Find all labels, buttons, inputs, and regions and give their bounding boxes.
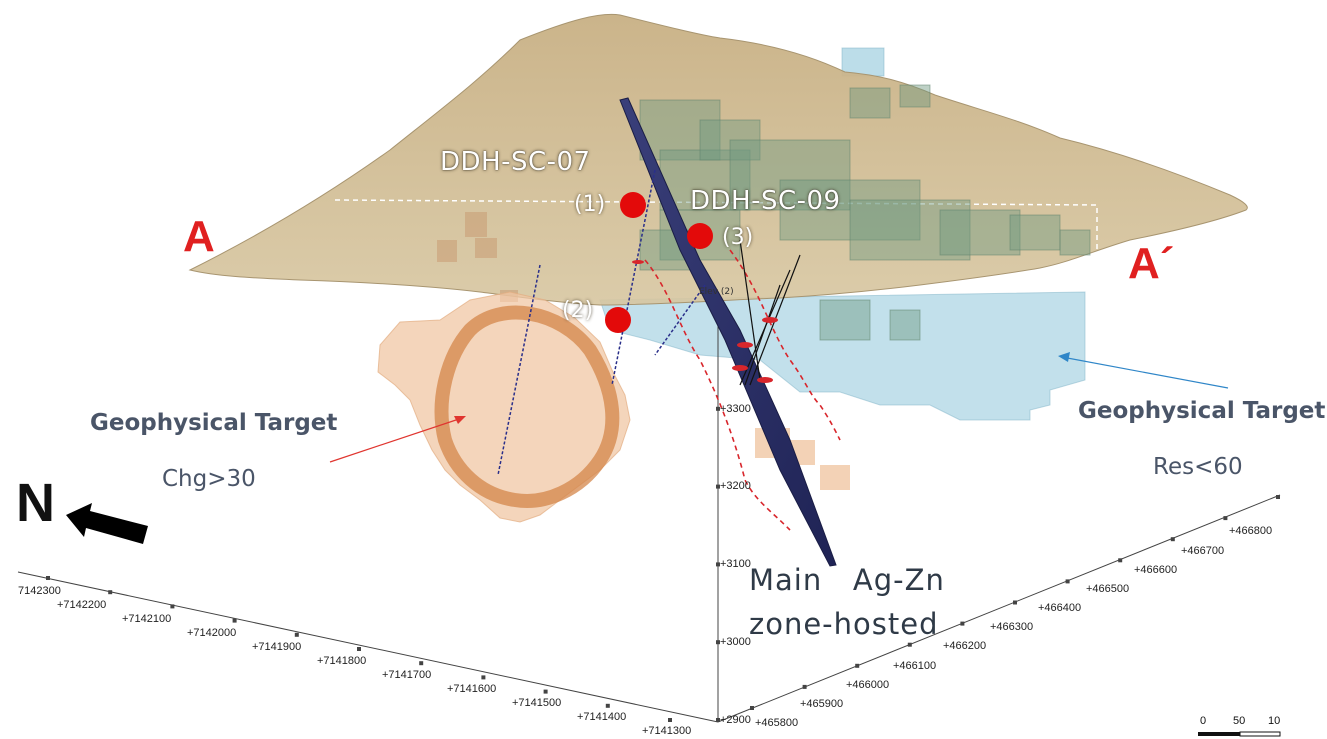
- easting-tick-mark: [1223, 516, 1227, 520]
- northing-tick-mark: [46, 576, 50, 580]
- point-label-2: (2): [562, 300, 593, 322]
- northing-tick-mark: [295, 633, 299, 637]
- northing-tick-mark: [419, 661, 423, 665]
- section-label-a: A: [183, 215, 215, 259]
- northing-tick: +7141700: [382, 670, 431, 681]
- elev-section-tag: Elev (2): [699, 288, 734, 297]
- target-left-value: Chg>30: [162, 468, 256, 491]
- north-label: N: [16, 476, 55, 530]
- northing-tick: +7142000: [187, 628, 236, 639]
- northing-tick: 7142300: [18, 586, 61, 597]
- elevation-tick: +3200: [720, 481, 751, 492]
- northing-tick-mark: [170, 604, 174, 608]
- drill-point-2: [605, 307, 631, 333]
- northing-tick-mark: [668, 718, 672, 722]
- drill-point-1: [620, 192, 646, 218]
- hole-label-ddh-sc-07: DDH-SC-07: [440, 149, 591, 175]
- point-label-3: (3): [722, 227, 753, 249]
- point-label-1: (1): [574, 194, 605, 216]
- elevation-tick: +2900: [720, 715, 751, 726]
- axis-frame: [18, 300, 1280, 722]
- elevation-tick: +3300: [720, 404, 751, 415]
- axis-tick-marks: [46, 407, 1280, 722]
- easting-tick: +466800: [1229, 526, 1272, 537]
- easting-tick: +466000: [846, 680, 889, 691]
- northing-tick-mark: [357, 647, 361, 651]
- scale-label: 50: [1233, 716, 1245, 727]
- northing-tick-mark: [108, 590, 112, 594]
- easting-tick: +466200: [943, 641, 986, 652]
- easting-tick-mark: [750, 706, 754, 710]
- scale-bar: [1198, 732, 1280, 736]
- easting-tick: +466600: [1134, 565, 1177, 576]
- easting-tick-mark: [960, 622, 964, 626]
- zone-label-line2: zone-hosted: [749, 610, 939, 639]
- elevation-tick: +3100: [720, 559, 751, 570]
- northing-tick: +7141400: [577, 712, 626, 723]
- easting-tick-mark: [908, 643, 912, 647]
- easting-tick: +466100: [893, 661, 936, 672]
- elevation-tick: +3000: [720, 637, 751, 648]
- scale-label: 0: [1200, 716, 1206, 727]
- hole-label-ddh-sc-09: DDH-SC-09: [690, 188, 841, 214]
- target-right-title: Geophysical Target: [1078, 400, 1325, 423]
- northing-tick-mark: [481, 675, 485, 679]
- northing-tick: +7141600: [447, 684, 496, 695]
- easting-tick-mark: [855, 664, 859, 668]
- easting-tick: +466500: [1086, 584, 1129, 595]
- easting-tick-mark: [1118, 558, 1122, 562]
- section-label-a-prime: A´: [1128, 242, 1174, 286]
- northing-tick-mark: [606, 704, 610, 708]
- easting-tick: +466400: [1038, 603, 1081, 614]
- northing-tick: +7141500: [512, 698, 561, 709]
- easting-tick-mark: [1171, 537, 1175, 541]
- northing-tick-mark: [544, 690, 548, 694]
- easting-tick: +465900: [800, 699, 843, 710]
- northing-tick: +7142100: [122, 614, 171, 625]
- north-arrow: [66, 503, 148, 544]
- northing-tick: +7141900: [252, 642, 301, 653]
- target-right-value: Res<60: [1153, 456, 1243, 479]
- easting-tick: +466300: [990, 622, 1033, 633]
- easting-tick-mark: [1276, 495, 1280, 499]
- easting-tick-mark: [1013, 601, 1017, 605]
- northing-tick-mark: [233, 619, 237, 623]
- easting-tick: +466700: [1181, 546, 1224, 557]
- zone-label-line1: Main Ag-Zn: [749, 566, 945, 595]
- target-left-title: Geophysical Target: [90, 412, 337, 435]
- northing-tick: +7141300: [642, 726, 691, 737]
- drill-point-3: [687, 223, 713, 249]
- northing-tick: +7141800: [317, 656, 366, 667]
- easting-tick: +465800: [755, 718, 798, 729]
- scale-label: 10: [1268, 716, 1280, 727]
- northing-tick: +7142200: [57, 600, 106, 611]
- easting-tick-mark: [1066, 579, 1070, 583]
- easting-tick-mark: [803, 685, 807, 689]
